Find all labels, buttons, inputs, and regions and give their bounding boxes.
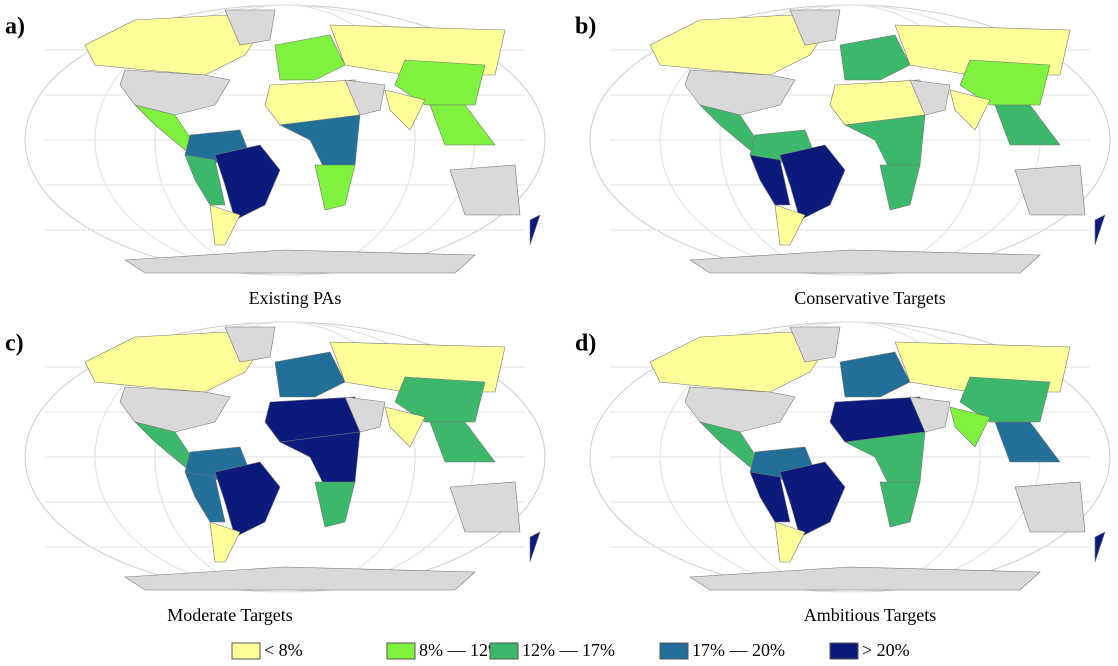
map-panel — [25, 322, 545, 592]
panel-label: b) — [575, 14, 596, 40]
country-region — [530, 215, 540, 245]
map-panel — [590, 5, 1110, 275]
panel-caption: Conservative Targets — [794, 288, 946, 308]
country-region — [1095, 532, 1105, 562]
legend-swatch — [232, 643, 260, 659]
panel-caption: Ambitious Targets — [804, 605, 937, 625]
legend-swatch — [660, 643, 688, 659]
map-panel — [590, 322, 1110, 592]
panel-label: c) — [5, 331, 24, 357]
legend-label: > 20% — [862, 640, 910, 660]
legend-swatch — [387, 643, 415, 659]
panel-caption: Moderate Targets — [167, 605, 293, 625]
legend-label: 17% — 20% — [692, 640, 785, 660]
legend-swatch — [490, 643, 518, 659]
legend-label: 12% — 17% — [522, 640, 615, 660]
figure: a) Existing PAs b) Conservative Targets c) Mo… — [0, 0, 1118, 661]
panel-label: a) — [5, 14, 25, 40]
country-region — [530, 532, 540, 562]
panel-caption: Existing PAs — [249, 288, 342, 308]
map-panel — [25, 5, 545, 275]
country-region — [1095, 215, 1105, 245]
panel-label: d) — [575, 331, 596, 357]
legend-swatch — [830, 643, 858, 659]
legend-label: < 8% — [264, 640, 303, 660]
